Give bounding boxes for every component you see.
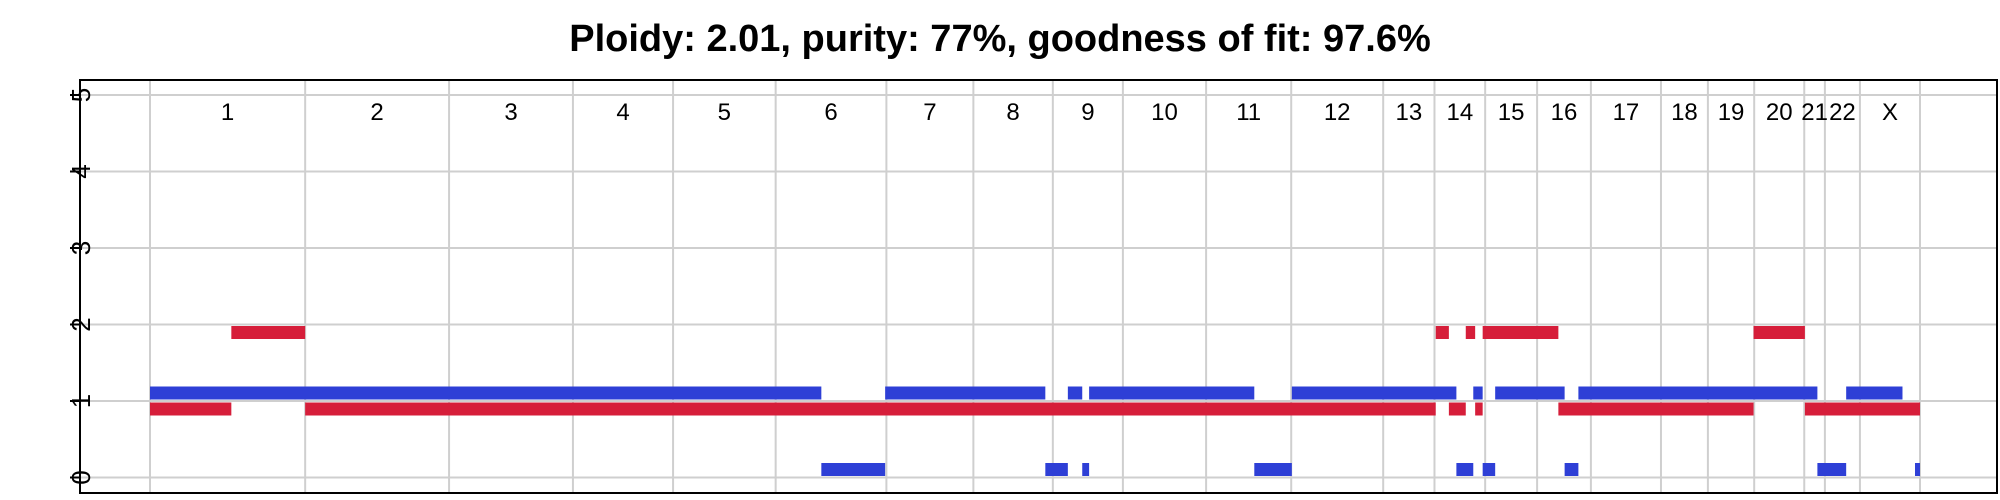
minor-cn-segment — [1448, 402, 1466, 416]
chromosome-label: 18 — [1671, 99, 1698, 126]
major-cn-segment — [1067, 386, 1083, 400]
chromosome-label: 4 — [616, 99, 629, 126]
major-cn-segment — [1817, 463, 1847, 476]
major-cn-segment — [1045, 463, 1068, 476]
minor-cn-segment — [1475, 402, 1483, 416]
plot-frame — [79, 79, 1998, 494]
major-cn-segment — [1482, 463, 1496, 476]
major-cn-segment — [1291, 386, 1457, 400]
chromosome-label: 21 — [1801, 99, 1828, 126]
chromosome-label: 14 — [1446, 99, 1473, 126]
minor-cn-segment — [1465, 326, 1476, 339]
chromosome-label: 7 — [923, 99, 936, 126]
chromosome-label: 5 — [718, 99, 731, 126]
chromosome-label: 10 — [1151, 99, 1178, 126]
minor-cn-segment — [1804, 402, 1920, 416]
minor-cn-segment — [1435, 326, 1449, 339]
chromosome-label: 9 — [1081, 99, 1094, 126]
minor-cn-segment — [1558, 402, 1754, 416]
chromosome-label: 17 — [1613, 99, 1640, 126]
minor-cn-segment — [305, 402, 1436, 416]
chromosome-label: 8 — [1006, 99, 1019, 126]
chromosome-label: 3 — [504, 99, 517, 126]
major-cn-segment — [1564, 463, 1579, 476]
major-cn-segment — [1914, 463, 1920, 476]
chromosome-label: 11 — [1236, 99, 1261, 126]
chromosome-label: 1 — [221, 99, 234, 126]
major-cn-segment — [821, 463, 886, 476]
minor-cn-segment — [231, 326, 306, 339]
major-cn-segment — [1495, 386, 1565, 400]
chromosome-label: 12 — [1324, 99, 1351, 126]
minor-cn-segment — [1482, 326, 1559, 339]
major-cn-segment — [1254, 463, 1292, 476]
chart-title: Ploidy: 2.01, purity: 77%, goodness of f… — [569, 18, 1431, 60]
major-cn-segment — [1456, 463, 1474, 476]
major-cn-segment — [1846, 386, 1903, 400]
chromosome-label: 15 — [1498, 99, 1525, 126]
major-cn-segment — [885, 386, 1046, 400]
major-cn-segment — [1578, 386, 1818, 400]
major-cn-segment — [150, 386, 822, 400]
minor-cn-segment — [150, 402, 232, 416]
chromosome-label: 19 — [1718, 99, 1745, 126]
chromosome-label: 22 — [1829, 99, 1856, 126]
chromosome-label: 6 — [824, 99, 837, 126]
chromosome-label: 20 — [1766, 99, 1793, 126]
chromosome-label: 2 — [370, 99, 383, 126]
chromosome-label: 13 — [1395, 99, 1422, 126]
major-cn-segment — [1082, 463, 1090, 476]
chromosome-label: X — [1882, 99, 1898, 126]
minor-cn-segment — [1753, 326, 1805, 339]
chromosome-label: 16 — [1551, 99, 1578, 126]
major-cn-segment — [1473, 386, 1483, 400]
major-cn-segment — [1089, 386, 1255, 400]
